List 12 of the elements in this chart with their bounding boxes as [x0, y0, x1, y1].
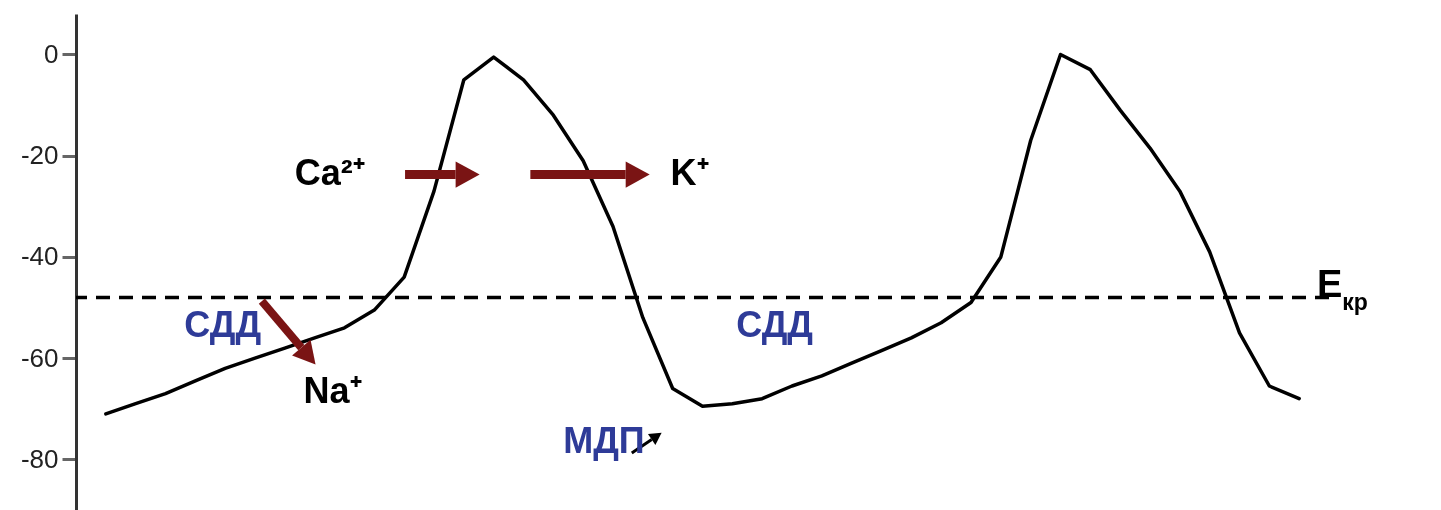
- y-tick-label: -40: [20, 241, 59, 272]
- annotation: СДД: [736, 303, 814, 345]
- annotation: СДД: [184, 303, 262, 345]
- annotation: Na⁺: [303, 369, 362, 411]
- annotation: K⁺: [670, 152, 709, 194]
- y-tick-label: -60: [20, 342, 59, 373]
- y-tick-label: -80: [20, 443, 59, 474]
- ref-line-label: E$_{кр}$: [1317, 263, 1368, 316]
- annotation: Ca²⁺: [294, 152, 365, 194]
- y-tick-label: 0: [44, 38, 59, 69]
- annotation: МДП: [563, 420, 645, 462]
- y-tick-label: -20: [20, 140, 59, 171]
